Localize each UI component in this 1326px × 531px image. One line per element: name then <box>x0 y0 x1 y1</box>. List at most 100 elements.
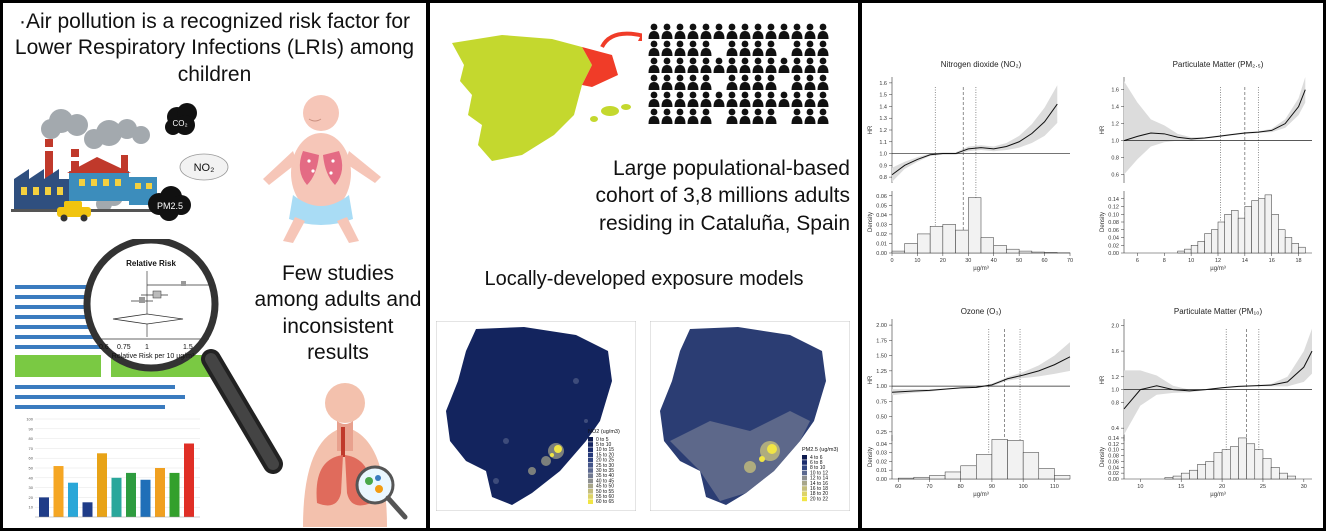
person-icon <box>648 91 660 107</box>
legend-label: 16 to 18 <box>810 486 828 492</box>
hr-tick-label: 1.6 <box>879 81 887 87</box>
person-icon <box>778 91 790 107</box>
density-bar <box>1298 246 1306 254</box>
person-icon <box>648 57 660 73</box>
bar <box>184 443 194 517</box>
person-icon <box>713 91 725 107</box>
density-bar <box>904 243 918 254</box>
x-tick-label: 110 <box>1050 484 1059 490</box>
legend-label: 40 to 45 <box>596 478 614 484</box>
person-icon <box>791 74 803 90</box>
hr-tick-label: 1.75 <box>876 338 887 344</box>
density-tick-label: 0.04 <box>1108 465 1119 471</box>
person-icon <box>778 23 790 39</box>
density-bar <box>1211 229 1219 254</box>
legend-swatch <box>588 489 593 494</box>
x-tick-label: 16 <box>1269 258 1275 264</box>
person-icon <box>765 23 777 39</box>
person-icon <box>674 91 686 107</box>
person-icon <box>687 57 699 73</box>
chart-title: Ozone (O₃) <box>961 307 1002 316</box>
density-bar <box>955 229 969 254</box>
density-bar <box>1246 443 1256 480</box>
legend-swatch <box>802 486 807 491</box>
legend-label: 10 to 15 <box>596 447 614 453</box>
density-tick-label: 0.12 <box>1108 205 1119 211</box>
hr-tick-label: 1.3 <box>879 116 887 122</box>
x-tick-label: 6 <box>1136 258 1139 264</box>
bar <box>39 497 49 517</box>
bar <box>155 468 165 517</box>
legend-label: 8 to 10 <box>810 465 826 471</box>
person-icon <box>817 91 829 107</box>
legend-swatch <box>588 452 593 458</box>
density-bar <box>976 454 993 480</box>
person-icon <box>661 91 673 107</box>
density-bar <box>1251 200 1259 254</box>
hr-tick-label: 1.0 <box>879 152 887 158</box>
density-bar <box>1291 243 1299 254</box>
legend-swatch <box>588 457 593 463</box>
hr-tick-label: 0.50 <box>876 415 887 421</box>
x-tick-label: 60 <box>895 484 901 490</box>
legend-swatch <box>802 491 807 496</box>
bar <box>111 477 122 517</box>
legend-swatch <box>588 499 593 504</box>
legend-label: 4 to 6 <box>810 455 823 461</box>
density-bar <box>1271 214 1279 254</box>
chart-title: Particulate Matter (PM₁₀) <box>1174 307 1263 316</box>
legend-label: 18 to 20 <box>810 491 828 497</box>
x-tick-label: 0 <box>890 258 893 264</box>
density-tick-label: 0.06 <box>1108 459 1119 465</box>
mini-bar-chart: 10 20 30 40 50 60 70 80 90 100 <box>26 417 200 518</box>
person-icon <box>739 91 751 107</box>
legend-label: 6 to 8 <box>810 460 823 466</box>
person-icon <box>804 91 816 107</box>
chart-title: Nitrogen dioxide (NO₂) <box>941 60 1022 69</box>
density-bar <box>1231 210 1239 254</box>
density-bar <box>1204 233 1212 254</box>
density-bar <box>897 477 915 480</box>
forest-tick: 0.6 <box>99 344 109 351</box>
density-tick-label: 0.10 <box>1108 448 1119 454</box>
population-icons <box>648 23 829 124</box>
person-icon <box>765 40 777 56</box>
person-icon <box>791 40 803 56</box>
hr-tick-label: 1.2 <box>1111 375 1119 381</box>
x-tick-label: 10 <box>914 258 920 264</box>
intro-text: ·Air pollution is a recognized risk fact… <box>14 10 415 86</box>
hr-axis-label: HR <box>1100 375 1106 384</box>
person-icon <box>674 57 686 73</box>
density-bar <box>913 476 930 480</box>
person-icon <box>674 40 686 56</box>
baby-illustration <box>263 95 381 243</box>
density-tick-label: 0.06 <box>876 194 887 200</box>
person-icon <box>726 74 738 90</box>
person-icon <box>661 23 673 39</box>
person-icon <box>648 23 660 39</box>
x-axis-label: µg/m³ <box>1210 492 1225 498</box>
person-icon <box>661 74 673 90</box>
density-tick-label: 0.00 <box>876 251 887 257</box>
density-bar <box>1224 214 1232 254</box>
legend-label: 20 to 22 <box>810 496 828 502</box>
legend-label: 60 to 65 <box>596 499 614 505</box>
legend-swatch <box>588 442 593 447</box>
hr-chart: Nitrogen dioxide (NO₂) 0.8 0.9 1.0 1.1 1.2 1.3… <box>868 60 1073 272</box>
density-bar <box>1284 237 1293 254</box>
hr-tick-label: 2.0 <box>1111 323 1119 329</box>
density-bar <box>1031 251 1045 254</box>
x-tick-label: 10 <box>1188 258 1194 264</box>
no2-legend-title: NO2 (ug/m3) <box>588 429 620 435</box>
tick-label: 40 <box>29 475 34 480</box>
density-axis-label: Density <box>868 212 874 232</box>
density-bar <box>1217 221 1225 254</box>
person-icon <box>804 40 816 56</box>
person-icon <box>752 108 764 124</box>
hr-tick-label: 1.2 <box>879 128 887 134</box>
x-tick-label: 15 <box>1178 484 1184 490</box>
x-tick-label: 30 <box>965 258 971 264</box>
hr-tick-label: 1.2 <box>1111 122 1119 128</box>
hr-tick-label: 0.9 <box>879 163 887 169</box>
